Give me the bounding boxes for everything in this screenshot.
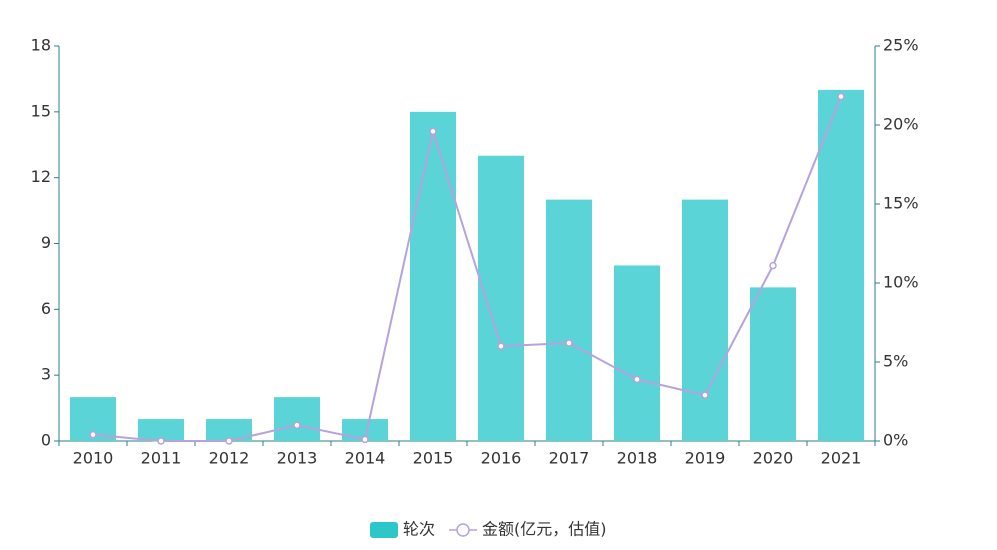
line-point	[769, 261, 777, 270]
bar	[138, 419, 184, 441]
line-point	[89, 430, 97, 439]
line-point	[701, 391, 709, 399]
bar	[206, 419, 252, 441]
y-tick-label: 12	[31, 167, 51, 186]
bar	[342, 419, 388, 441]
bar	[274, 397, 320, 441]
x-tick-label: 2016	[481, 449, 522, 468]
x-tick-label: 2020	[753, 449, 794, 468]
y2-tick-label: 15%	[883, 194, 919, 213]
line-point	[429, 127, 437, 136]
y2-tick-label: 0%	[883, 431, 908, 450]
legend-swatch	[456, 523, 470, 537]
x-tick-label: 2012	[209, 449, 250, 468]
line-point	[837, 92, 845, 101]
line-point	[157, 437, 165, 445]
x-tick-label: 2013	[277, 449, 318, 468]
legend-swatch	[370, 522, 398, 538]
line-point	[565, 339, 573, 347]
y-tick-label: 18	[31, 36, 51, 55]
bar	[614, 265, 660, 441]
x-tick-label: 2015	[413, 449, 454, 468]
bar	[410, 111, 456, 441]
x-tick-label: 2014	[345, 449, 386, 468]
line-point	[225, 437, 233, 445]
y2-tick-label: 25%	[883, 36, 919, 55]
x-tick-label: 2011	[141, 449, 182, 468]
legend-label: 金额(亿元，估值)	[482, 520, 607, 539]
line-point	[497, 342, 505, 350]
bar	[546, 199, 592, 441]
y2-tick-label: 5%	[883, 352, 908, 371]
y-tick-label: 15	[31, 101, 51, 120]
y-tick-label: 9	[41, 233, 51, 252]
line	[92, 96, 842, 442]
x-tick-label: 2017	[549, 449, 590, 468]
y-tick-label: 3	[41, 365, 51, 384]
x-tick-label: 2018	[617, 449, 658, 468]
y2-tick-label: 10%	[883, 273, 919, 292]
line-point	[361, 435, 369, 444]
y-tick-label: 0	[41, 431, 51, 450]
x-tick-label: 2019	[685, 449, 726, 468]
y-tick-label: 6	[41, 299, 51, 318]
bar	[682, 199, 728, 441]
legend-label: 轮次	[403, 520, 435, 539]
x-tick-label: 2021	[821, 449, 862, 468]
x-tick-label: 2010	[73, 449, 114, 468]
y2-tick-label: 20%	[883, 115, 919, 134]
line-point	[293, 421, 301, 429]
bar	[750, 287, 796, 441]
line-point	[633, 375, 641, 384]
bar	[818, 89, 864, 441]
